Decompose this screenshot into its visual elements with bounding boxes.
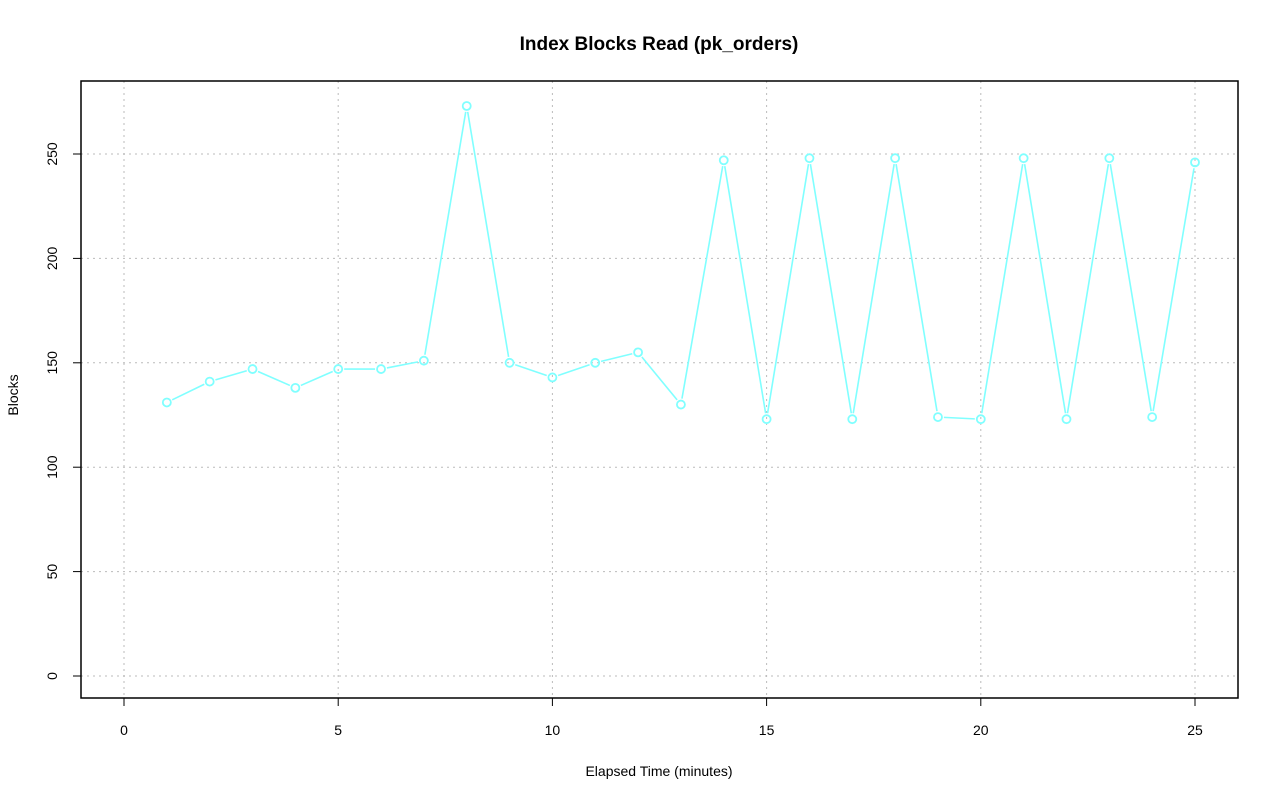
series-line-segment [852,163,895,414]
x-tick-label: 0 [120,722,128,738]
data-point [975,414,986,425]
series-line-segment [1152,168,1195,412]
y-tick-label: 150 [44,351,60,375]
series-line-segment [766,163,810,414]
series-line-segment [641,356,678,401]
x-tick-label: 10 [545,722,561,738]
data-point [161,397,172,408]
data-point [333,364,344,374]
series-line-segment [1066,163,1110,414]
data-point [890,153,901,164]
series-line-segment [300,370,334,387]
data-point [718,155,729,166]
plot-frame [80,80,1239,699]
y-axis-label: Blocks [5,374,21,415]
x-tick-label: 5 [334,722,342,738]
data-point [247,364,258,374]
series-line-segment [895,163,938,412]
series-line-segment [171,383,205,401]
series-line-segment [723,166,767,414]
data-point [1147,412,1158,422]
series-line-segment [514,363,547,377]
data-point [204,376,215,387]
series-line-segment [386,361,419,369]
data-point [1190,157,1200,168]
series-line-segment [257,370,291,387]
chart-title: Index Blocks Read (pk_orders) [520,34,799,55]
series-line-segment [809,163,853,414]
data-point [933,412,943,422]
data-point [418,355,429,366]
series-line-segment [466,111,510,358]
series-line-segment [943,416,975,420]
series-line-segment [980,163,1024,414]
x-tick-label: 15 [759,722,775,738]
data-point [376,364,386,374]
data-point [804,153,815,164]
data-point [290,382,301,393]
x-tick-label: 20 [973,722,989,738]
series-line-segment [1023,163,1067,414]
series-line-segment [600,353,633,363]
y-tick-label: 50 [44,564,60,580]
data-point [547,372,558,383]
series-line-segment [1109,163,1152,412]
data-point [761,414,772,425]
data-point [504,357,515,368]
data-point [1018,153,1029,164]
y-tick-label: 250 [44,142,60,166]
data-point [676,399,686,410]
x-tick-label: 25 [1187,722,1203,738]
series-line-segment [215,369,247,381]
y-tick-label: 0 [44,672,60,680]
x-axis-label: Elapsed Time (minutes) [585,763,732,779]
data-point [633,347,643,358]
data-point [1104,153,1115,164]
y-tick-label: 100 [44,455,60,479]
y-tick-label: 200 [44,247,60,271]
series-line-segment [557,363,590,377]
data-point [1061,414,1072,425]
series-line-segment [681,166,724,399]
data-point [461,101,472,111]
series-line-segment [424,111,467,355]
data-point [847,414,858,425]
data-point [590,357,601,368]
